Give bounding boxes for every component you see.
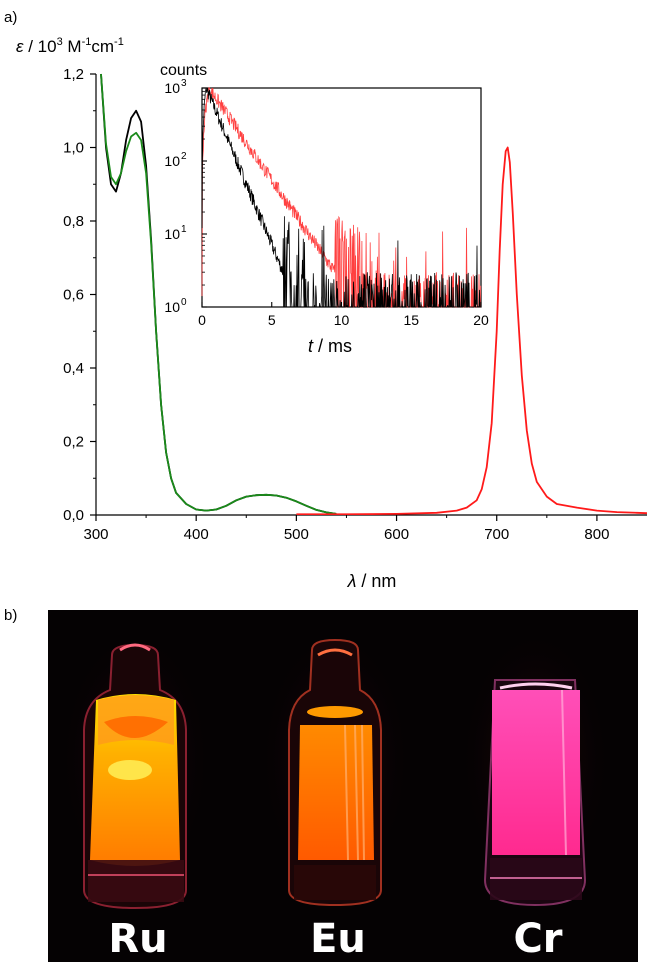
- photo-label-ru: Ru: [108, 916, 167, 962]
- inset-x-tick-label: 5: [268, 312, 276, 328]
- photo-label-cr: Cr: [513, 916, 562, 962]
- y-axis-unit-m: M: [63, 37, 82, 56]
- green-absorption-line: [100, 73, 337, 515]
- x-tick-label: 500: [284, 526, 309, 543]
- vial-eu: [260, 630, 410, 907]
- photo-label-eu: Eu: [310, 916, 366, 962]
- y-tick-label: 0,4: [63, 360, 84, 377]
- y-axis-exp-1: 3: [57, 36, 63, 48]
- x-tick-label: 400: [184, 526, 209, 543]
- vial-cr: [460, 630, 610, 907]
- x-tick-label: 600: [384, 526, 409, 543]
- panel-a-label: a): [4, 9, 17, 26]
- y-tick-label: 0,0: [63, 507, 84, 524]
- y-axis-exp-2: -1: [82, 36, 92, 48]
- absorption-emission-chart: ε / 103 M-1cm-1 λ / nm 300 400 500 600 700 80…: [16, 36, 647, 591]
- y-tick-label: 0,8: [63, 213, 84, 230]
- x-axis-symbol: λ: [347, 571, 357, 591]
- y-axis-symbol: ε: [16, 37, 24, 56]
- inset-y-tick-exponent: 1: [181, 224, 187, 235]
- inset-y-tick-label: 10: [164, 153, 180, 169]
- y-axis-title-text: / 10: [23, 37, 56, 56]
- panel-b-label: b): [4, 607, 17, 624]
- inset-x-axis-title: t / ms: [308, 336, 352, 356]
- vial-ru: [60, 630, 210, 910]
- vial-photograph: Ru Eu Cr: [48, 610, 638, 962]
- x-axis-title: λ / nm: [347, 571, 397, 591]
- inset-x-axis-symbol: t: [308, 336, 314, 356]
- inset-y-tick-exponent: 2: [181, 151, 187, 162]
- red-emission-line: [296, 146, 647, 515]
- y-axis-title: ε / 103 M-1cm-1: [16, 36, 124, 56]
- x-tick-label: 700: [484, 526, 509, 543]
- x-tick-label: 300: [83, 526, 108, 543]
- inset-y-tick-label: 10: [164, 80, 180, 96]
- y-tick-label: 0,6: [63, 287, 84, 304]
- inset-x-tick-label: 20: [473, 312, 489, 328]
- x-axis-title-text: / nm: [356, 571, 396, 591]
- y-tick-label: 1,2: [63, 66, 84, 83]
- inset-title: counts: [160, 62, 207, 79]
- inset-x-tick-label: 0: [198, 312, 206, 328]
- inset-y-tick-exponent: 0: [181, 297, 187, 308]
- inset-x-axis-title-text: / ms: [313, 336, 352, 356]
- inset-y-tick-label: 10: [164, 226, 180, 242]
- inset-x-tick-label: 15: [403, 312, 419, 328]
- inset-x-tick-label: 10: [334, 312, 350, 328]
- y-axis-unit-cm: cm: [91, 37, 114, 56]
- inset-y-tick-label: 10: [164, 299, 180, 315]
- y-tick-label: 0,2: [63, 434, 84, 451]
- y-tick-label: 1,0: [63, 140, 84, 157]
- y-axis-exp-3: -1: [114, 36, 124, 48]
- inset-y-tick-exponent: 3: [181, 78, 187, 89]
- x-tick-label: 800: [584, 526, 609, 543]
